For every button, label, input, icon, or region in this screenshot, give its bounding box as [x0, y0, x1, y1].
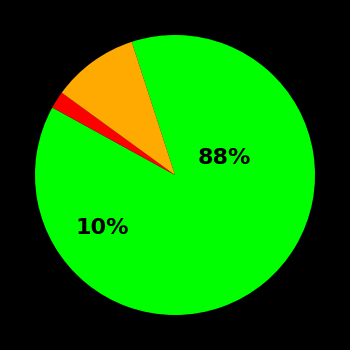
Wedge shape — [62, 42, 175, 175]
Text: 10%: 10% — [76, 218, 129, 238]
Wedge shape — [52, 93, 175, 175]
Wedge shape — [35, 35, 315, 315]
Text: 88%: 88% — [197, 148, 251, 168]
